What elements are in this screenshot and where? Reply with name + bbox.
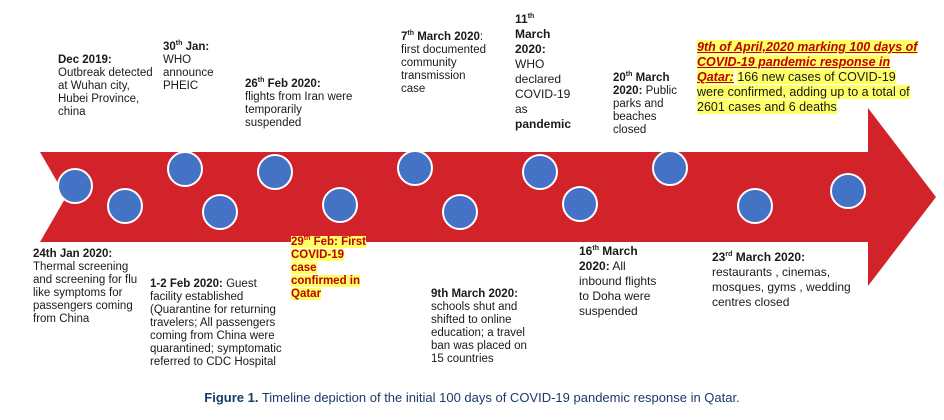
event-day: 29 bbox=[291, 236, 304, 248]
timeline-dot-4 bbox=[202, 194, 238, 230]
timeline-dot-13 bbox=[830, 173, 866, 209]
event-day: 20 bbox=[613, 72, 626, 84]
event-mar-7: 7th March 2020: first documented communi… bbox=[401, 30, 487, 96]
event-jan-24: 24th Jan 2020: Thermal screening and scr… bbox=[33, 248, 143, 326]
event-date: 1-2 Feb 2020: bbox=[150, 278, 223, 290]
event-bold-tail: pandemic bbox=[515, 117, 572, 131]
event-date: 23rd March 2020: bbox=[712, 250, 805, 264]
timeline-dot-8 bbox=[442, 194, 478, 230]
caption-prefix: Figure 1. bbox=[204, 390, 259, 405]
event-ordinal: th bbox=[527, 13, 535, 20]
timeline-dot-9 bbox=[522, 154, 558, 190]
event-mar-9: 9th March 2020: schools shut and shifted… bbox=[431, 288, 531, 366]
event-text: Guest facility established (Quarantine f… bbox=[150, 278, 282, 368]
event-month: March 2020: bbox=[579, 244, 638, 273]
timeline-dot-3 bbox=[167, 151, 203, 187]
timeline-dot-6 bbox=[322, 187, 358, 223]
event-feb-29: 29th Feb: First COVID-19 case confirmed … bbox=[291, 235, 371, 301]
event-ordinal: th bbox=[303, 235, 311, 243]
event-text: Thermal screening and screening for flu … bbox=[33, 261, 138, 325]
event-day: 26 bbox=[245, 78, 258, 90]
timeline-dot-12 bbox=[737, 188, 773, 224]
timeline-dots bbox=[57, 150, 866, 230]
timeline-dot-11 bbox=[652, 150, 688, 186]
event-mar-11: 11th March 2020: WHO declared COVID-19 as… bbox=[515, 12, 580, 132]
event-month: Jan: bbox=[182, 41, 210, 53]
event-apr-9: 9th of April,2020 marking 100 days of CO… bbox=[697, 40, 922, 115]
event-ordinal: rd bbox=[725, 251, 733, 258]
event-date: 24th Jan 2020: bbox=[33, 248, 113, 260]
timeline-arrow bbox=[40, 108, 936, 286]
timeline-dot-5 bbox=[257, 154, 293, 190]
event-day: 11 bbox=[515, 12, 528, 26]
event-month: Feb 2020: bbox=[264, 78, 321, 90]
timeline-dot-2 bbox=[107, 188, 143, 224]
event-day: 30 bbox=[163, 41, 176, 53]
event-text: All inbound flights to Doha were suspend… bbox=[579, 259, 657, 318]
event-text: WHO announce PHEIC bbox=[163, 54, 214, 92]
event-feb-26: 26th Feb 2020: flights from Iran were te… bbox=[245, 77, 355, 130]
figure-caption: Figure 1. Timeline depiction of the init… bbox=[0, 390, 944, 405]
event-day: 16 bbox=[579, 244, 593, 258]
event-date: 20th March 2020: bbox=[613, 71, 670, 97]
event-day: 23 bbox=[712, 250, 726, 264]
event-text: schools shut and shifted to online educa… bbox=[431, 301, 527, 365]
event-month: March 2020 bbox=[414, 31, 480, 43]
event-month: March 2020: bbox=[515, 27, 551, 56]
event-date: 11th March 2020: bbox=[515, 12, 550, 56]
event-date: 26th Feb 2020: bbox=[245, 77, 321, 90]
event-ordinal: th bbox=[175, 40, 183, 48]
event-ordinal: th bbox=[257, 77, 265, 85]
event-text: WHO declared COVID-19 as bbox=[515, 57, 571, 116]
first-case-highlight: 29th Feb: First COVID-19 case confirmed … bbox=[291, 235, 366, 300]
event-mar-23: 23rd March 2020: restaurants , cinemas, … bbox=[712, 250, 852, 310]
timeline-dot-7 bbox=[397, 150, 433, 186]
timeline-dot-1 bbox=[57, 168, 93, 204]
event-dec-2019: Dec 2019: Outbreak detected at Wuhan cit… bbox=[58, 54, 153, 119]
event-text: flights from Iran were temporarily suspe… bbox=[245, 91, 353, 129]
event-ordinal: th bbox=[407, 30, 415, 38]
event-text: Outbreak detected at Wuhan city, Hubei P… bbox=[58, 67, 153, 118]
event-date: 9th March 2020: bbox=[431, 288, 518, 300]
event-feb-1-2: 1-2 Feb 2020: Guest facility established… bbox=[150, 278, 285, 369]
event-date: 30th Jan: bbox=[163, 40, 210, 53]
event-text: restaurants , cinemas, mosques, gyms , w… bbox=[712, 265, 851, 309]
event-text: : first documented community transmissio… bbox=[401, 31, 487, 95]
event-day: 7 bbox=[401, 31, 408, 43]
event-date: 16th March 2020: bbox=[579, 244, 638, 273]
event-date: Dec 2019: bbox=[58, 54, 112, 66]
event-month: March 2020: bbox=[613, 72, 670, 97]
event-mar-16: 16th March 2020: All inbound flights to … bbox=[579, 244, 659, 319]
event-month: Feb: First COVID-19 case confirmed in Qa… bbox=[291, 236, 366, 300]
event-jan-30: 30th Jan: WHO announce PHEIC bbox=[163, 40, 238, 93]
event-text: Public parks and beaches closed bbox=[613, 85, 677, 136]
event-ordinal: th bbox=[592, 245, 599, 252]
event-mar-20: 20th March 2020: Public parks and beache… bbox=[613, 71, 688, 137]
event-month: March 2020: bbox=[732, 250, 806, 264]
event-date: 7th March 2020 bbox=[401, 30, 480, 43]
timeline-dot-10 bbox=[562, 186, 598, 222]
event-ordinal: th bbox=[625, 71, 633, 79]
caption-text: Timeline depiction of the initial 100 da… bbox=[258, 390, 740, 405]
